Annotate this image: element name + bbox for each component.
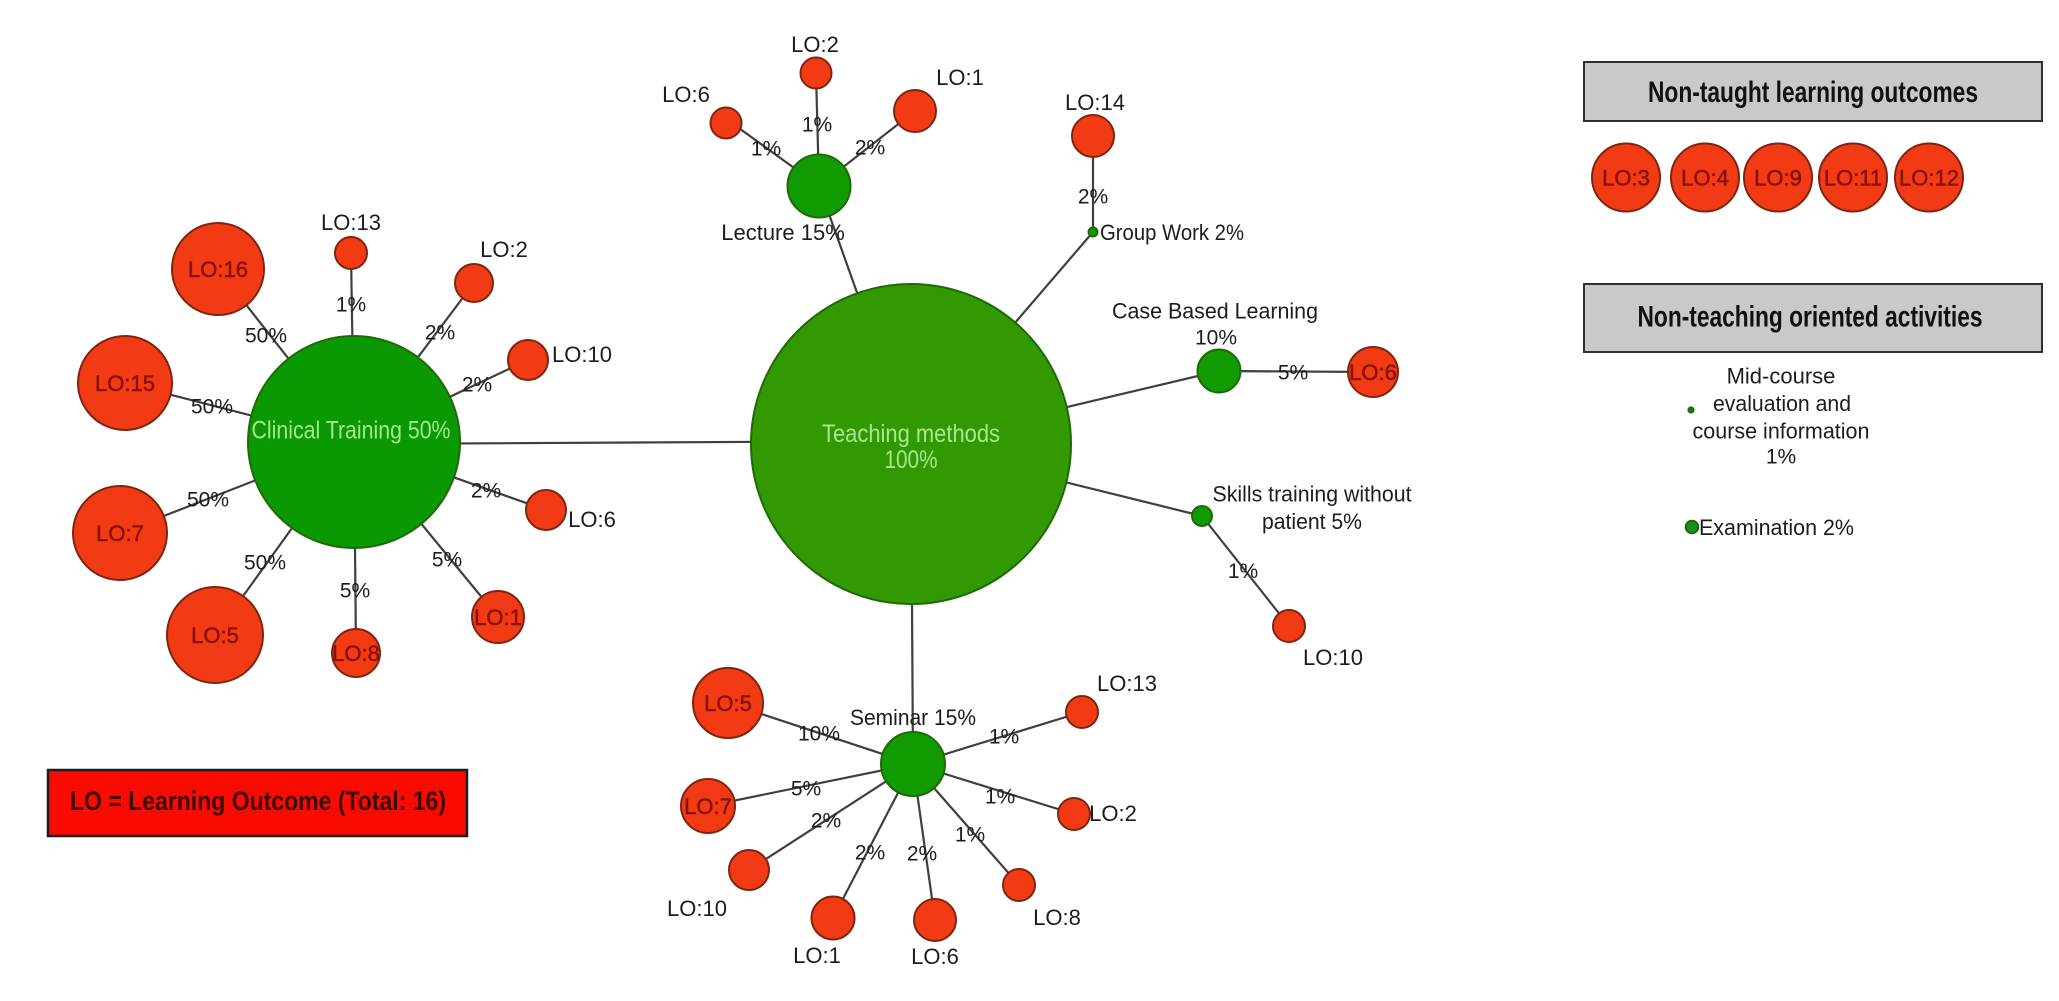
svg-text:patient 5%: patient 5% [1262,509,1362,534]
svg-text:50%: 50% [191,395,233,418]
svg-text:2%: 2% [1078,185,1108,208]
svg-text:2%: 2% [811,809,841,832]
svg-text:1%: 1% [1766,445,1796,468]
svg-text:2%: 2% [471,479,501,502]
svg-text:1%: 1% [955,823,985,846]
svg-text:Mid-course: Mid-course [1727,363,1836,388]
svg-text:1%: 1% [985,785,1015,808]
svg-text:Non-teaching oriented activiti: Non-teaching oriented activities [1638,301,1983,334]
svg-text:50%: 50% [244,551,286,574]
svg-text:Skills training without: Skills training without [1213,481,1412,506]
svg-text:LO:2: LO:2 [480,237,528,262]
svg-text:2%: 2% [855,136,885,159]
svg-text:LO:4: LO:4 [1681,166,1729,191]
svg-text:LO:6: LO:6 [662,82,710,107]
svg-text:10%: 10% [1195,326,1237,349]
svg-text:1%: 1% [802,113,832,136]
svg-text:course information: course information [1693,418,1870,443]
svg-text:LO:8: LO:8 [1033,905,1081,930]
svg-text:1%: 1% [1228,560,1258,583]
svg-text:LO:10: LO:10 [552,342,612,367]
svg-text:1%: 1% [336,293,366,316]
svg-text:LO:6: LO:6 [568,507,616,532]
svg-text:LO:11: LO:11 [1824,166,1882,191]
svg-text:LO:9: LO:9 [1754,166,1802,191]
svg-text:Non-taught learning outcomes: Non-taught learning outcomes [1648,76,1978,109]
svg-text:1%: 1% [751,137,781,160]
svg-text:LO:7: LO:7 [96,521,144,546]
svg-text:Lecture 15%: Lecture 15% [721,220,845,245]
svg-text:LO:6: LO:6 [1349,360,1397,385]
svg-text:50%: 50% [187,488,229,511]
svg-text:LO:5: LO:5 [704,691,752,716]
svg-text:LO:2: LO:2 [1089,801,1137,826]
svg-text:LO:13: LO:13 [321,210,381,235]
svg-text:5%: 5% [1278,361,1308,384]
svg-text:1%: 1% [989,725,1019,748]
svg-text:2%: 2% [855,841,885,864]
svg-text:2%: 2% [462,373,492,396]
svg-text:100%: 100% [885,446,938,474]
svg-text:Clinical Training 50%: Clinical Training 50% [252,417,451,445]
svg-text:5%: 5% [432,548,462,571]
svg-text:Group Work 2%: Group Work 2% [1100,220,1244,245]
svg-text:10%: 10% [798,722,840,745]
svg-text:LO:6: LO:6 [911,944,959,969]
svg-text:5%: 5% [791,777,821,800]
svg-text:LO:10: LO:10 [1303,645,1363,670]
svg-text:2%: 2% [425,321,455,344]
svg-text:5%: 5% [340,579,370,602]
svg-text:LO:16: LO:16 [188,257,248,282]
svg-text:LO:8: LO:8 [332,641,380,666]
svg-text:Examination 2%: Examination 2% [1699,515,1854,540]
svg-text:LO:1: LO:1 [793,943,841,968]
svg-text:Seminar 15%: Seminar 15% [850,705,976,730]
svg-text:LO:10: LO:10 [667,896,727,921]
svg-text:LO:5: LO:5 [191,623,239,648]
svg-text:50%: 50% [245,324,287,347]
svg-text:LO:15: LO:15 [95,371,155,396]
svg-text:LO:7: LO:7 [684,794,732,819]
svg-text:LO:13: LO:13 [1097,671,1157,696]
svg-text:LO:14: LO:14 [1065,90,1125,115]
svg-text:LO:1: LO:1 [936,65,984,90]
svg-text:LO:1: LO:1 [474,605,522,630]
svg-text:evaluation and: evaluation and [1713,391,1851,416]
svg-text:LO:3: LO:3 [1602,166,1650,191]
svg-text:LO:2: LO:2 [791,32,839,57]
svg-text:Case Based Learning: Case Based Learning [1112,298,1318,323]
svg-text:LO:12: LO:12 [1899,166,1959,191]
svg-text:Teaching methods: Teaching methods [822,420,1000,448]
svg-text:LO = Learning Outcome (Total:: LO = Learning Outcome (Total: 16) [70,786,446,816]
svg-text:2%: 2% [907,842,937,865]
